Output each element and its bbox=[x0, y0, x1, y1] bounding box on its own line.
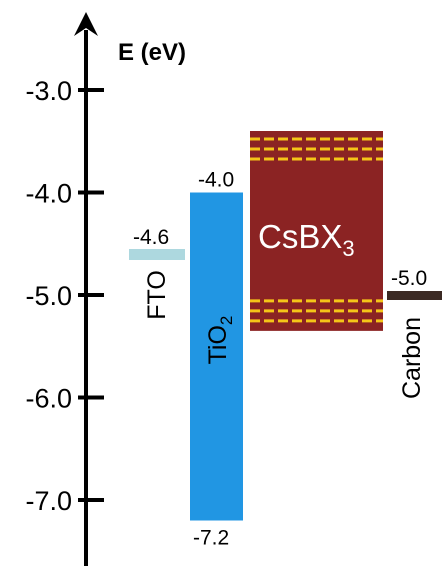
fto-level-bar bbox=[129, 249, 185, 260]
carbon-level-bar bbox=[387, 291, 442, 300]
axis-tick-label: -3.0 bbox=[25, 76, 72, 106]
axis-label: E (eV) bbox=[118, 39, 186, 66]
axis-arrowhead bbox=[74, 12, 98, 36]
tio2-top-level-label: -4.0 bbox=[198, 169, 234, 192]
carbon-label: Carbon bbox=[398, 317, 426, 399]
axis-ticks: -3.0 -4.0 -5.0 -6.0 -7.0 bbox=[25, 76, 104, 516]
fto-level-label: -4.6 bbox=[133, 226, 169, 249]
csbx3-band-bar bbox=[250, 131, 383, 331]
csbx3-label: CsBX3 bbox=[258, 218, 355, 261]
axis-tick-label: -4.0 bbox=[25, 179, 72, 209]
tio2-band-bar bbox=[190, 192, 243, 521]
carbon-level-label: -5.0 bbox=[391, 267, 427, 290]
csbx3-trap-state-dashes bbox=[250, 137, 383, 323]
axis-tick-label: -6.0 bbox=[25, 384, 72, 414]
axis-tick-label: -7.0 bbox=[25, 486, 72, 516]
tio2-label: TiO2 bbox=[204, 316, 236, 365]
tio2-bottom-level-label: -7.2 bbox=[193, 527, 229, 550]
axis-tick-label: -5.0 bbox=[25, 281, 72, 311]
fto-label: FTO bbox=[143, 270, 171, 320]
